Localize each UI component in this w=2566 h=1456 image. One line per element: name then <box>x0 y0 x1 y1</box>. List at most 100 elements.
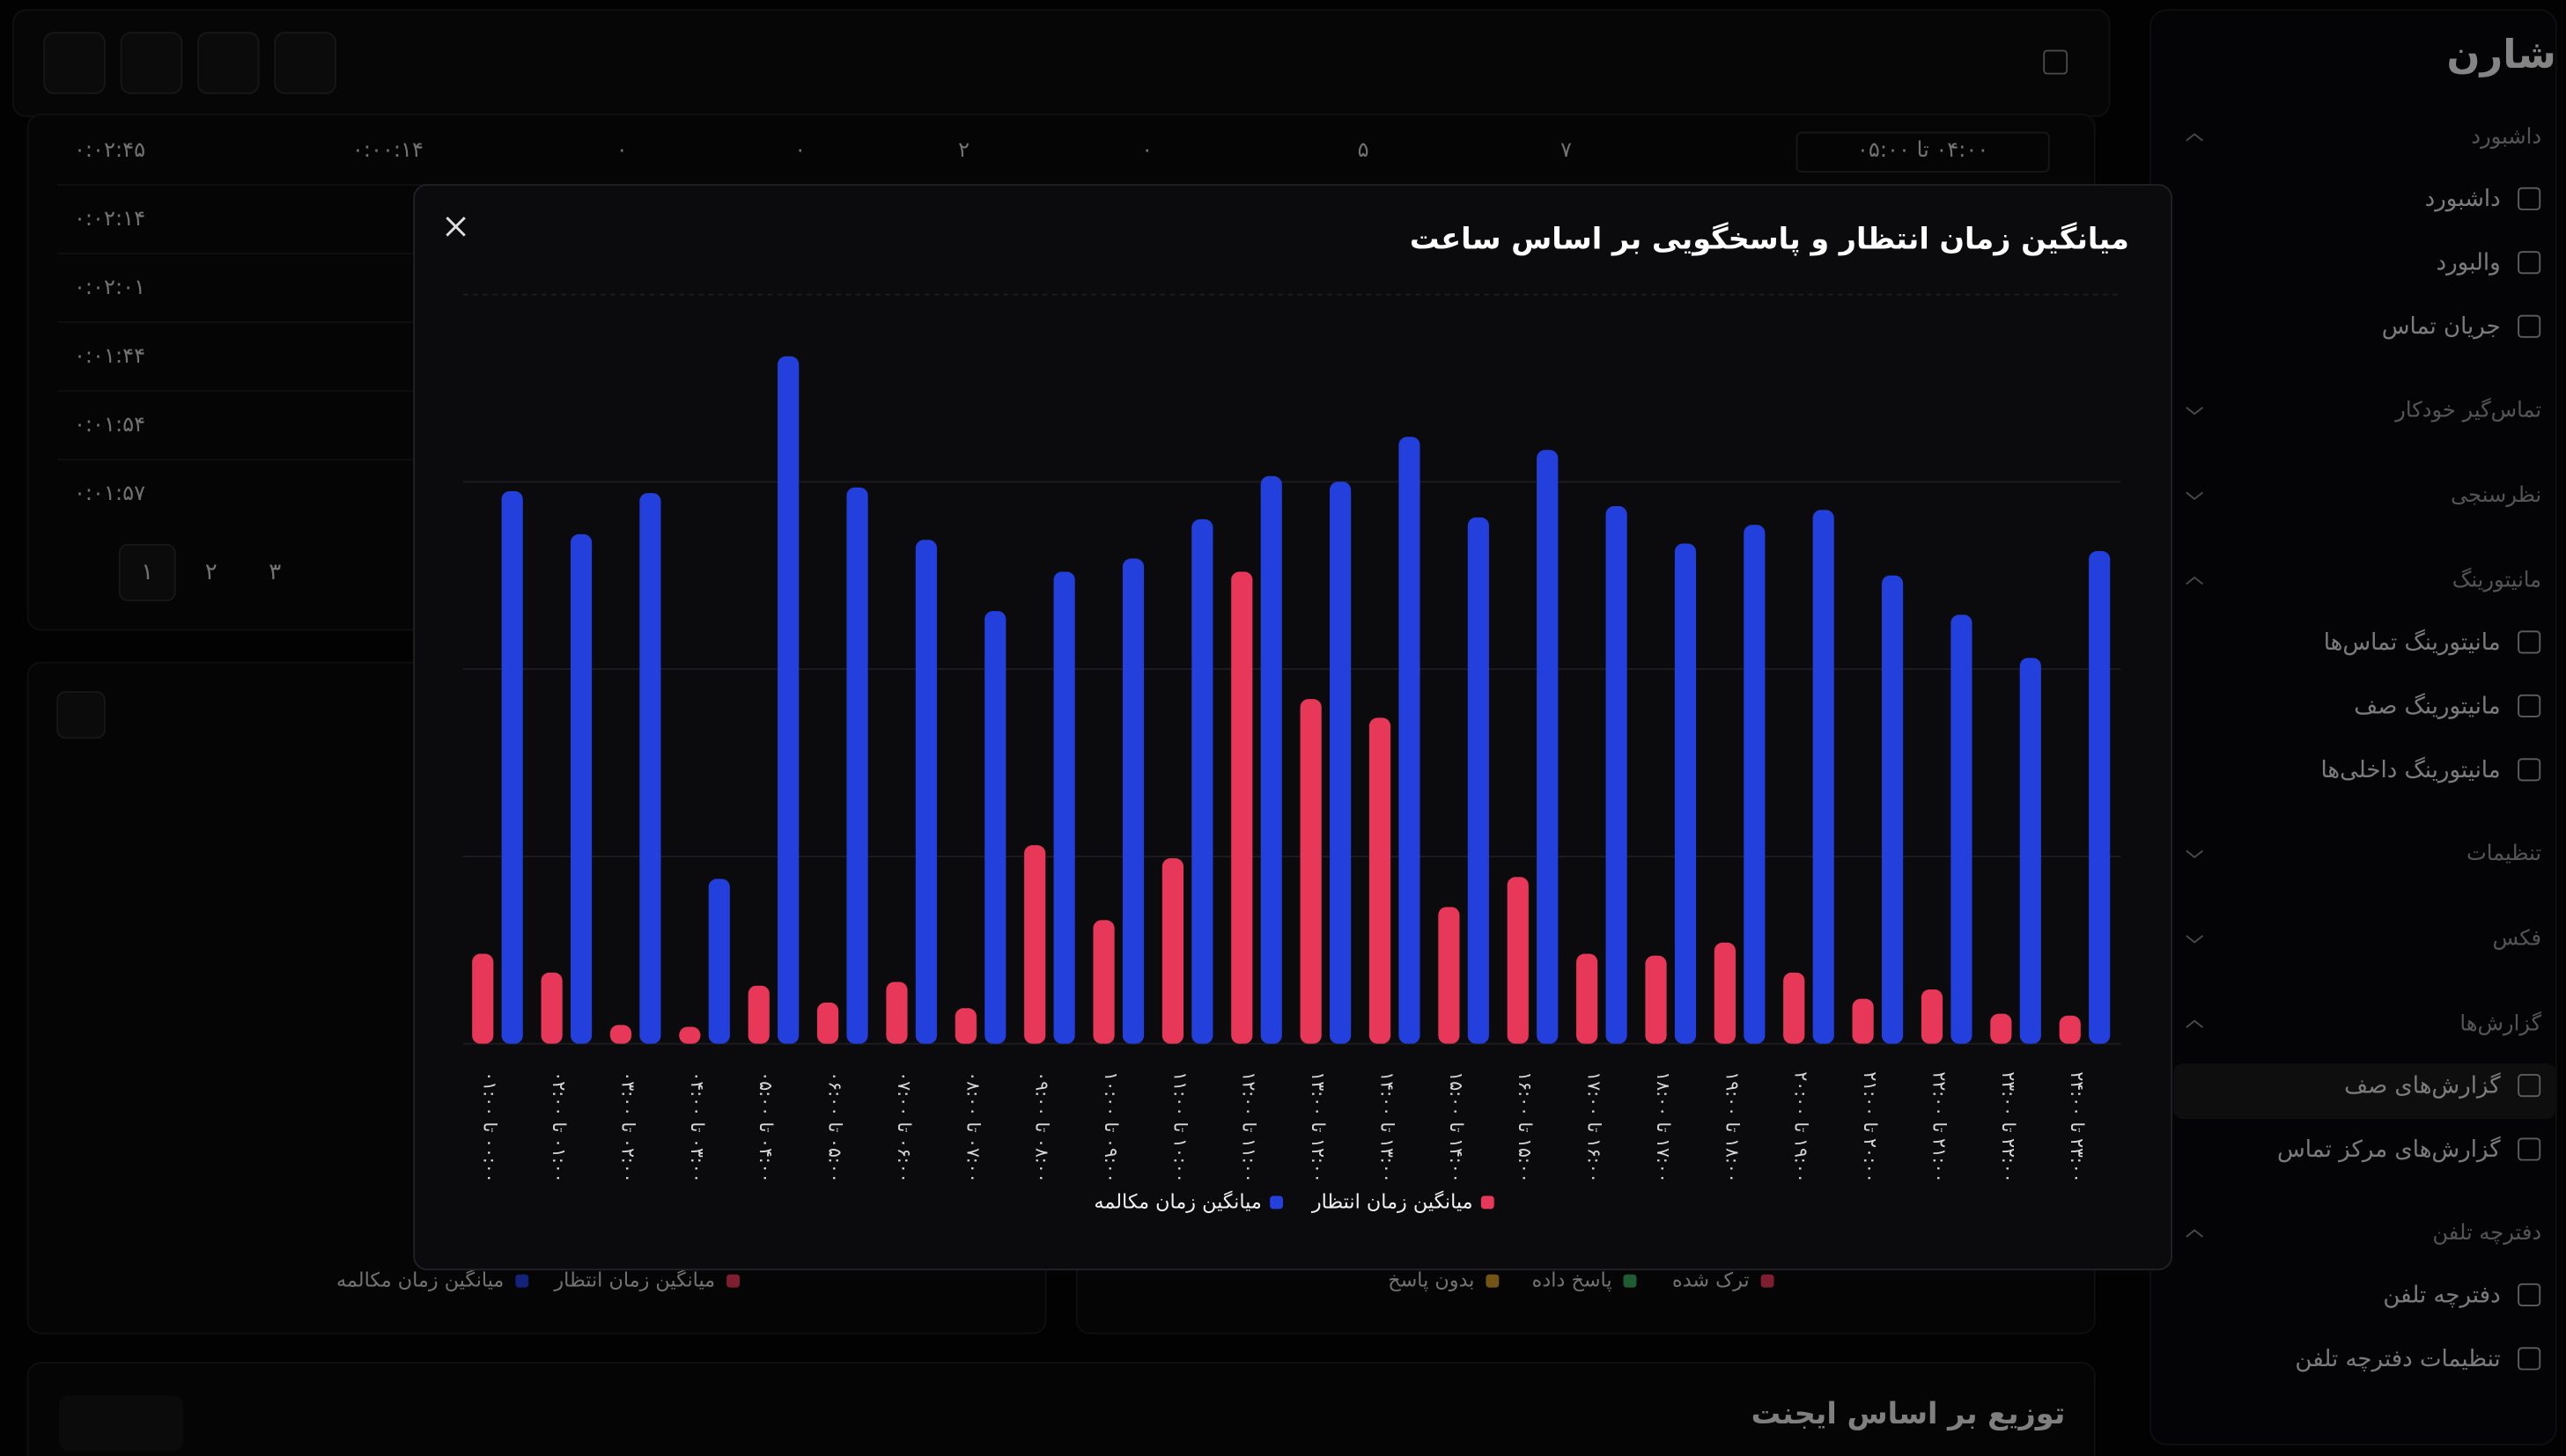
table-cell: ۰ <box>616 137 628 162</box>
x-tick-label: ۱۸:۰۰ تا ۱۹:۰۰ <box>1722 1071 1743 1183</box>
chevron <box>2186 491 2204 501</box>
bar <box>1368 717 1391 1044</box>
bar <box>541 972 563 1044</box>
language-button[interactable] <box>120 32 183 94</box>
legend-swatch[interactable] <box>1480 1195 1494 1210</box>
x-tick-label: ۱۵:۰۰ تا ۱۶:۰۰ <box>1515 1071 1536 1183</box>
x-tick-label: ۰۸:۰۰ تا ۰۹:۰۰ <box>1032 1071 1053 1183</box>
menu-item[interactable]: داشبورد <box>2425 186 2501 212</box>
menu-item[interactable]: والبورد <box>2437 250 2501 276</box>
bar <box>2059 1015 2081 1044</box>
chevron <box>2186 849 2204 859</box>
x-tick-label: ۱۷:۰۰ تا ۱۸:۰۰ <box>1653 1071 1674 1183</box>
menu-item[interactable]: گزارش‌های مرکز تماس <box>2277 1136 2501 1163</box>
table-cell: ۰ <box>1141 137 1153 162</box>
section-title: مانیتورینگ <box>2452 568 2541 592</box>
menu-item[interactable]: تنظیمات دفترچه تلفن <box>2295 1346 2500 1372</box>
menu-item[interactable]: مانیتورینگ داخلی‌ها <box>2320 756 2500 783</box>
bar <box>1024 845 1046 1044</box>
legend-label: بدون پاسخ <box>1388 1269 1474 1292</box>
section-title: داشبورد <box>2471 124 2541 149</box>
page-number[interactable]: ۲ <box>205 559 218 585</box>
item-icon <box>2518 694 2541 717</box>
bar <box>2089 551 2111 1044</box>
bar <box>679 1026 701 1044</box>
table-cell: ۰:۰۱:۵۷ <box>74 481 145 505</box>
bar <box>2019 658 2041 1044</box>
bar <box>1438 907 1460 1044</box>
x-tick-label: ۰۹:۰۰ تا ۱۰:۰۰ <box>1101 1071 1122 1183</box>
bar <box>1467 517 1489 1044</box>
table-cell: ۰:۰۱:۵۴ <box>74 412 145 437</box>
section-title: نظرسنجی <box>2451 482 2541 507</box>
legend-label: پاسخ داده <box>1532 1269 1612 1292</box>
bar <box>1053 571 1075 1044</box>
x-tick-label: ۱۱:۰۰ تا ۱۲:۰۰ <box>1239 1071 1260 1183</box>
bar <box>708 879 730 1044</box>
legend-swatch <box>1623 1274 1637 1288</box>
item-icon <box>2518 187 2541 210</box>
calculator-button[interactable] <box>274 32 336 94</box>
x-tick-label: ۱۲:۰۰ تا ۱۳:۰۰ <box>1308 1071 1329 1183</box>
page-number[interactable]: ۱ <box>141 559 153 585</box>
legend-label: میانگین زمان انتظار <box>553 1269 715 1292</box>
item-icon <box>2518 314 2541 338</box>
menu-item[interactable]: گزارش‌های صف <box>2344 1071 2501 1099</box>
legend-label: ترک شده <box>1672 1269 1750 1292</box>
bar <box>1881 575 1904 1044</box>
bar <box>886 982 908 1044</box>
bar <box>1191 518 1213 1044</box>
item-icon <box>2518 1137 2541 1161</box>
chevron <box>2186 935 2204 944</box>
menu-item[interactable]: دفترچه تلفن <box>2383 1282 2500 1308</box>
chevron <box>2186 133 2204 142</box>
bar <box>1260 475 1282 1044</box>
table-cell: ۰:۰۲:۰۱ <box>74 275 145 299</box>
section-title: دفترچه تلفن <box>2432 1220 2541 1245</box>
bar <box>1537 450 1559 1044</box>
bar <box>501 490 523 1044</box>
bar <box>1714 942 1736 1044</box>
x-tick-label: ۲۰:۰۰ تا ۲۱:۰۰ <box>1860 1071 1881 1183</box>
chevron <box>2186 1019 2204 1028</box>
item-icon <box>2518 251 2541 275</box>
chevron <box>2186 576 2204 585</box>
table-cell: ۰ <box>794 137 806 162</box>
sidebar-toggle[interactable] <box>2043 49 2068 75</box>
bar <box>1812 510 1834 1044</box>
x-tick-label: ۱۳:۰۰ تا ۱۴:۰۰ <box>1376 1071 1397 1183</box>
bar <box>1576 953 1598 1044</box>
bar <box>1990 1013 2012 1044</box>
x-tick-label: ۲۲:۰۰ تا ۲۳:۰۰ <box>1998 1071 2019 1183</box>
legend-swatch <box>1486 1274 1500 1288</box>
user-button[interactable] <box>43 32 106 94</box>
bar <box>1330 482 1352 1044</box>
table-cell: ۰:۰۲:۴۵ <box>74 137 145 162</box>
x-tick-label: ۲۳:۰۰ تا ۲۴:۰۰ <box>2067 1071 2088 1183</box>
bar <box>639 493 661 1044</box>
legend-swatch[interactable] <box>1270 1195 1283 1210</box>
legend-label[interactable]: میانگین زمان انتظار <box>1311 1190 1473 1213</box>
legend-label[interactable]: میانگین زمان مکالمه <box>1094 1190 1261 1213</box>
menu-item[interactable]: مانیتورینگ تماس‌ها <box>2324 629 2501 656</box>
view-toggle[interactable] <box>58 1395 184 1452</box>
modal-title: میانگین زمان انتظار و پاسخگویی بر اساس س… <box>1410 222 2129 257</box>
page-active <box>118 543 176 601</box>
fullscreen-button[interactable] <box>56 691 106 739</box>
bar <box>846 487 868 1044</box>
bar <box>1605 505 1627 1044</box>
page-number[interactable]: ۳ <box>269 559 281 585</box>
x-tick-label: ۰۰:۰۰ تا ۰۱:۰۰ <box>480 1071 501 1183</box>
section-heading: توزیع بر اساس ایجنت <box>1751 1396 2066 1431</box>
bar <box>1852 998 1874 1044</box>
x-tick-label: ۰۴:۰۰ تا ۰۵:۰۰ <box>756 1071 777 1183</box>
theme-button[interactable] <box>196 32 260 94</box>
menu-item[interactable]: جریان تماس <box>2382 313 2501 340</box>
bar <box>778 356 800 1044</box>
menu-item[interactable]: مانیتورینگ صف <box>2354 692 2500 719</box>
table-cell: ۲ <box>958 137 970 162</box>
bar <box>1783 972 1805 1044</box>
close-button[interactable] <box>446 217 466 237</box>
bar <box>984 611 1006 1044</box>
bar <box>1645 955 1667 1044</box>
